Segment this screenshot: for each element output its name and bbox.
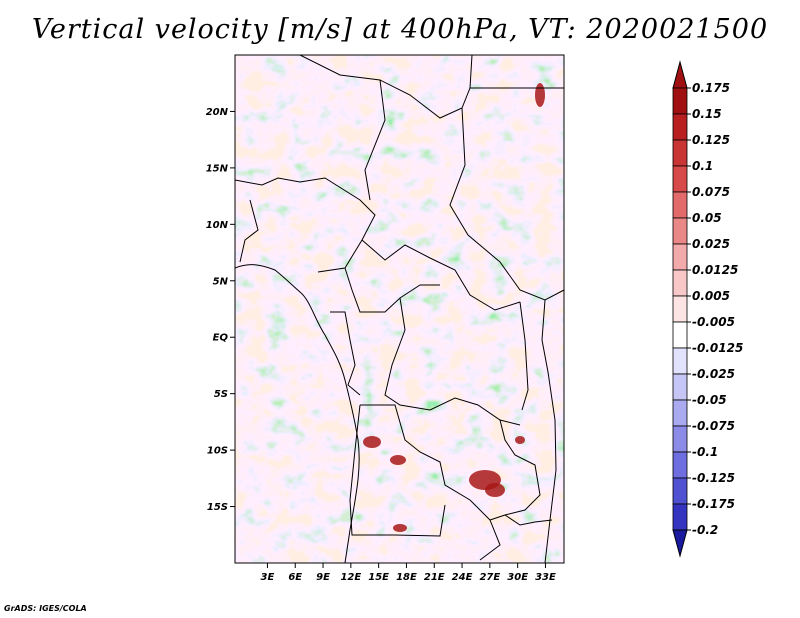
colorbar-label: -0.075 [692, 419, 735, 433]
updraft-patch [393, 524, 407, 532]
velocity-field [235, 55, 564, 563]
lon-tick-label: 24E [452, 572, 473, 583]
map-frame [234, 54, 565, 564]
colorbar-label: 0.075 [692, 185, 730, 199]
lat-tick-label: 10N [206, 220, 229, 231]
colorbar-swatch [672, 139, 688, 167]
colorbar-top-arrow [672, 60, 688, 89]
colorbar-swatch [672, 243, 688, 271]
colorbar-swatch [672, 191, 688, 219]
colorbar-swatch [672, 503, 688, 531]
colorbar-swatch [672, 347, 688, 375]
colorbar-label: -0.025 [692, 367, 735, 381]
colorbar-swatch [672, 295, 688, 323]
grads-credit: GrADS: IGES/COLA [4, 604, 87, 613]
lon-tick-label: 15E [368, 572, 389, 583]
colorbar-swatch [672, 217, 688, 245]
lon-tick-label: 21E [424, 572, 445, 583]
lat-tick-label: 10S [207, 446, 228, 457]
lon-tick-label: 12E [340, 572, 361, 583]
lon-tick-label: 30E [507, 572, 528, 583]
strong-updraft-patches [363, 83, 545, 532]
colorbar-swatch [672, 399, 688, 427]
colorbar-label: 0.15 [692, 107, 722, 121]
updraft-patch [363, 436, 381, 448]
lat-tick-label: 15N [206, 163, 229, 174]
colorbar-label: -0.0125 [692, 341, 743, 355]
colorbar-label: -0.2 [692, 523, 718, 537]
updraft-patch [485, 483, 505, 497]
colorbar-swatch [672, 373, 688, 401]
country-borders [235, 55, 564, 563]
plot-title: Vertical velocity [m/s] at 400hPa, VT: 2… [31, 14, 769, 45]
lon-tick-label: 33E [535, 572, 556, 583]
lat-tick-label: EQ [213, 333, 229, 344]
colorbar-swatch [672, 451, 688, 479]
lat-tick-label: 20N [206, 107, 229, 118]
lon-tick-label: 18E [396, 572, 417, 583]
lat-tick-label: 15S [207, 502, 228, 513]
colorbar-label: 0.125 [692, 133, 730, 147]
lat-tick-label: 5N [213, 276, 229, 287]
colorbar-swatch [672, 269, 688, 297]
colorbar-label: -0.125 [692, 471, 735, 485]
lon-tick-label: 3E [261, 572, 275, 583]
colorbar-label: -0.175 [692, 497, 735, 511]
longitude-axis: 3E 6E 9E 12E 15E 18E 21E 24E 27E 30E 33E [261, 563, 556, 583]
colorbar-label: 0.025 [692, 237, 730, 251]
colorbar-swatch [672, 113, 688, 141]
colorbar-label: -0.005 [692, 315, 735, 329]
lon-tick-label: 27E [479, 572, 500, 583]
updraft-patch [390, 455, 406, 465]
colorbar-label: 0.1 [692, 159, 713, 173]
colorbar-swatch [672, 477, 688, 505]
colorbar-label: 0.05 [692, 211, 722, 225]
updraft-patch [535, 83, 545, 107]
colorbar-swatch [672, 87, 688, 115]
lat-tick-label: 5S [214, 389, 228, 400]
lon-tick-label: 9E [316, 572, 330, 583]
lon-tick-label: 6E [288, 572, 302, 583]
colorbar-swatch [672, 425, 688, 453]
colorbar-bottom-arrow [672, 529, 688, 558]
colorbar-label: 0.0125 [692, 263, 738, 277]
colorbar-label: -0.05 [692, 393, 727, 407]
latitude-axis: 20N 15N 10N 5N EQ 5S 10S 15S [206, 107, 235, 513]
colorbar-label: 0.175 [692, 81, 730, 95]
colorbar-label: 0.005 [692, 289, 730, 303]
updraft-patch [515, 436, 525, 444]
colorbar: 0.175 0.15 0.125 0.1 0.075 0.05 0.025 0.0125 0.0… [672, 60, 743, 558]
colorbar-label: -0.1 [692, 445, 718, 459]
colorbar-swatch [672, 165, 688, 193]
colorbar-swatch [672, 321, 688, 349]
